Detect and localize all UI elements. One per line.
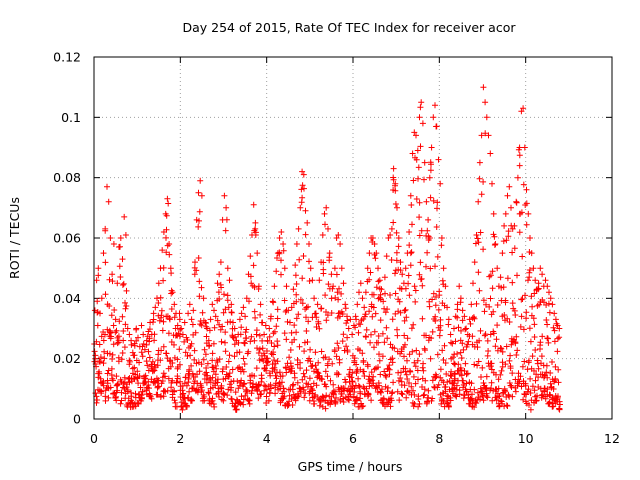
x-tick-label: 6 [349,431,357,446]
x-tick-label: 8 [435,431,443,446]
x-axis-label: GPS time / hours [298,459,403,474]
y-tick-label: 0 [73,412,81,427]
data-points [91,84,563,413]
y-tick-label: 0.04 [53,291,81,306]
y-tick-label: 0.08 [53,170,81,185]
roti-point-markers [91,84,563,413]
plot-frame [93,56,613,420]
grid-lines [94,57,612,419]
x-tick-label: 10 [518,431,534,446]
x-tick-label: 12 [604,431,620,446]
x-tick-label: 2 [176,431,184,446]
y-tick-label: 0.12 [53,50,81,65]
y-tick-label: 0.02 [53,351,81,366]
y-tick-label: 0.1 [61,110,81,125]
y-tick-label: 0.06 [53,231,81,246]
x-tick-label: 0 [90,431,98,446]
x-tick-label: 4 [263,431,271,446]
chart-title: Day 254 of 2015, Rate Of TEC Index for r… [182,20,516,35]
y-axis-label: ROTI / TECUs [7,197,22,279]
